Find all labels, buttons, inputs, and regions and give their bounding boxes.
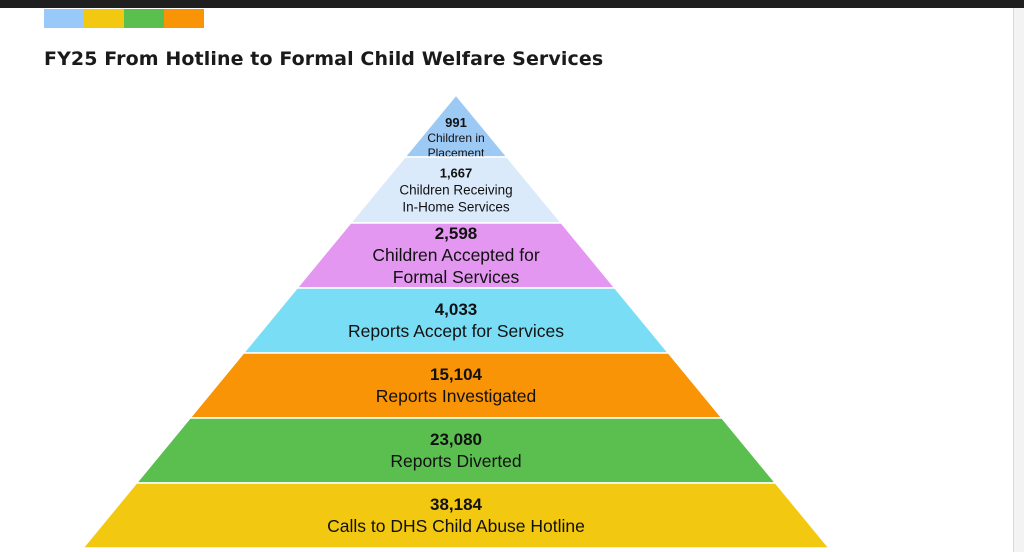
tier-label: Calls to DHS Child Abuse Hotline xyxy=(327,516,585,536)
tier-count: 991 xyxy=(445,115,467,130)
tier-count: 4,033 xyxy=(435,300,478,319)
accent-swatch-orange xyxy=(164,9,204,28)
scrollbar-track[interactable] xyxy=(1013,8,1024,552)
pyramid-tier: 23,080 Reports Diverted xyxy=(134,417,778,484)
tier-label: Formal Services xyxy=(393,267,520,287)
tier-label: In-Home Services xyxy=(402,199,510,214)
pyramid-tier-shape xyxy=(81,482,831,549)
pyramid-tier: 38,184 Calls to DHS Child Abuse Hotline xyxy=(81,482,831,549)
accent-color-strip xyxy=(44,9,204,28)
tier-label: Reports Diverted xyxy=(390,451,521,471)
tier-count: 38,184 xyxy=(430,495,483,514)
accent-swatch-yellow xyxy=(84,9,124,28)
tier-count: 15,104 xyxy=(430,365,483,384)
pyramid-tier: 4,033 Reports Accept for Services xyxy=(241,287,671,354)
window-top-bar xyxy=(0,0,1024,8)
tier-label: Children Accepted for xyxy=(372,245,539,265)
pyramid-tier: 15,104 Reports Investigated xyxy=(188,352,724,419)
slide-title: FY25 From Hotline to Formal Child Welfar… xyxy=(44,48,604,70)
tier-label: Children in xyxy=(427,131,484,145)
tier-count: 1,667 xyxy=(440,165,473,180)
tier-count: 23,080 xyxy=(430,430,482,449)
pyramid-tier: 1,667 Children Receiving In-Home Services xyxy=(349,156,563,224)
tier-label: Reports Accept for Services xyxy=(348,321,564,341)
accent-swatch-blue xyxy=(44,9,84,28)
tier-count: 2,598 xyxy=(435,224,478,243)
tier-label: Reports Investigated xyxy=(376,386,537,406)
tier-label: Children Receiving xyxy=(399,182,512,197)
accent-swatch-green xyxy=(124,9,164,28)
